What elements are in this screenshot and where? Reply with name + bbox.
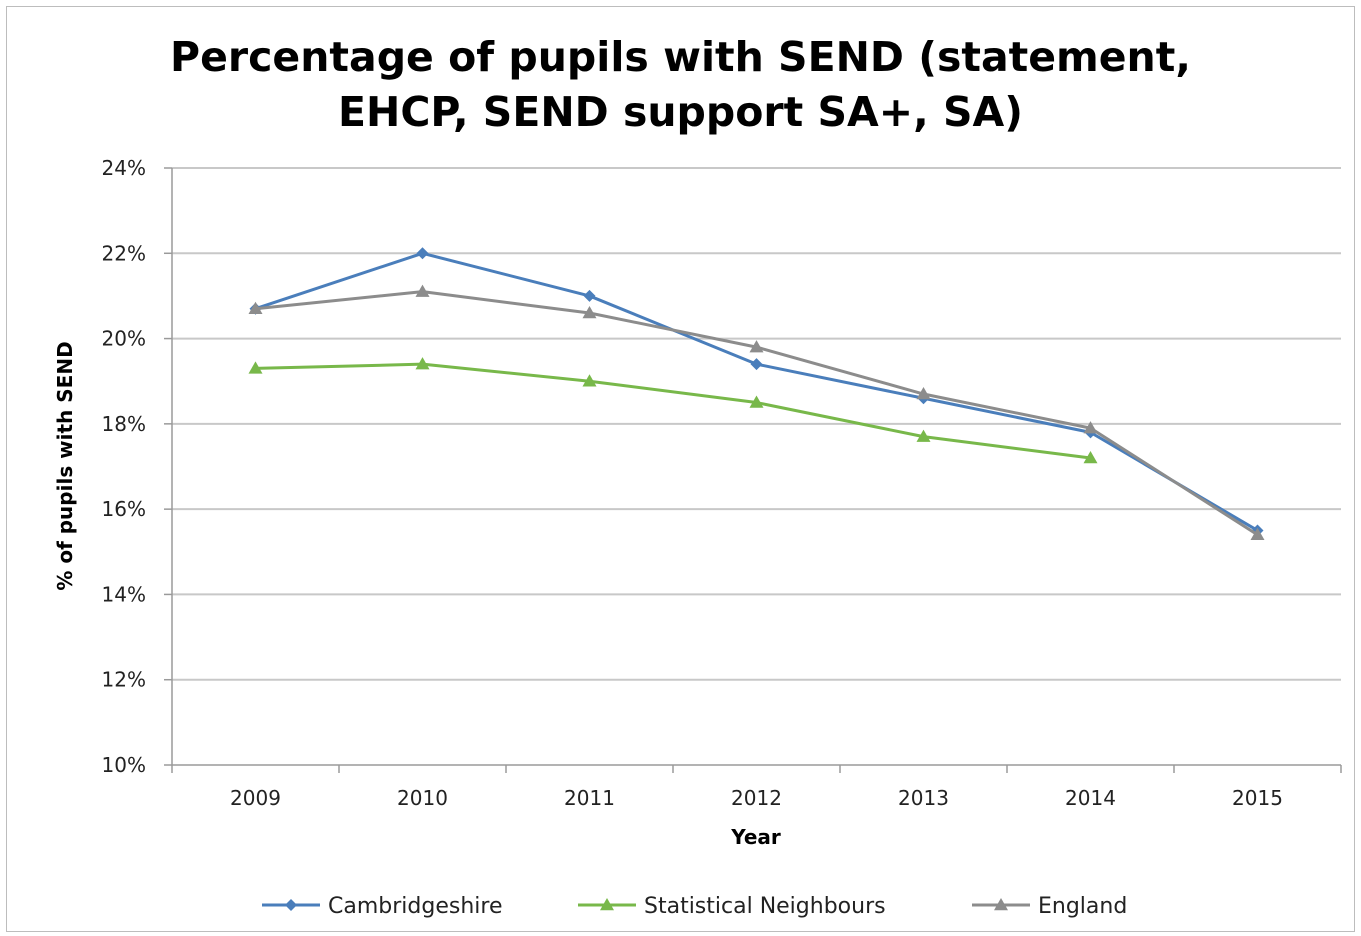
y-tick-label: 20%	[102, 327, 146, 351]
data-point-cambridgeshire	[583, 289, 596, 302]
y-tick-label: 14%	[102, 582, 146, 606]
data-point-statistical-neighbours	[582, 374, 597, 387]
chart-title-line-1: Percentage of pupils with SEND (statemen…	[170, 33, 1191, 81]
y-tick-label: 12%	[102, 668, 146, 692]
data-point-england	[749, 340, 764, 353]
data-point-cambridgeshire	[416, 247, 429, 260]
legend-label: Statistical Neighbours	[644, 894, 886, 919]
chart-title-line-2: EHCP, SEND support SA+, SA)	[338, 88, 1023, 136]
y-tick-label: 16%	[102, 497, 146, 521]
x-tick-label: 2009	[230, 786, 281, 810]
data-point-statistical-neighbours	[1083, 450, 1098, 464]
data-point-england	[1083, 421, 1098, 434]
y-tick-label: 10%	[102, 753, 146, 777]
legend-marker	[994, 898, 1008, 911]
data-point-england	[916, 387, 931, 400]
x-axis-tick-labels: 2009 2010 2011 2012 2013 2014 2015	[230, 786, 1283, 810]
series-cambridgeshire	[249, 247, 1264, 537]
y-axis-tick-labels: 10% 12% 14% 16% 18% 20% 22% 24%	[102, 156, 146, 777]
axes	[171, 168, 1342, 773]
data-point-england	[415, 284, 430, 297]
x-tick-label: 2011	[564, 786, 615, 810]
legend-item-england: England	[972, 894, 1127, 919]
chart-frame	[6, 6, 1355, 932]
series-line-england	[255, 290, 1259, 536]
x-tick-label: 2015	[1232, 786, 1283, 810]
x-tick-label: 2010	[397, 786, 448, 810]
data-point-statistical-neighbours	[916, 429, 931, 442]
series-layer	[248, 247, 1265, 540]
x-axis-title: Year	[730, 825, 781, 849]
x-tick-label: 2013	[898, 786, 949, 810]
series-england	[248, 284, 1265, 540]
legend-marker	[600, 898, 614, 911]
data-point-statistical-neighbours	[415, 357, 430, 370]
series-line-statistical-neighbours	[255, 362, 1091, 460]
series-statistical-neighbours	[248, 357, 1098, 464]
y-axis-title: % of pupils with SEND	[53, 341, 77, 590]
legend-item-cambridgeshire: Cambridgeshire	[262, 894, 502, 919]
legend-label: Cambridgeshire	[328, 894, 502, 919]
gridlines	[164, 167, 1341, 766]
x-tick-label: 2012	[731, 786, 782, 810]
data-point-england	[582, 305, 597, 319]
y-tick-label: 18%	[102, 412, 146, 436]
data-point-statistical-neighbours	[248, 361, 263, 374]
chart-title: Percentage of pupils with SEND (statemen…	[0, 30, 1361, 140]
y-tick-label: 24%	[102, 156, 146, 180]
legend: Cambridgeshire Statistical Neighbours Engl…	[262, 894, 1127, 919]
data-point-england	[1250, 527, 1265, 540]
legend-marker	[285, 899, 297, 911]
x-tick-label: 2014	[1065, 786, 1116, 810]
data-point-england	[248, 301, 263, 314]
data-point-cambridgeshire	[750, 358, 763, 371]
y-tick-label: 22%	[102, 241, 146, 265]
legend-item-statistical-neighbours: Statistical Neighbours	[578, 894, 886, 919]
legend-label: England	[1038, 894, 1127, 919]
data-point-statistical-neighbours	[749, 395, 764, 408]
